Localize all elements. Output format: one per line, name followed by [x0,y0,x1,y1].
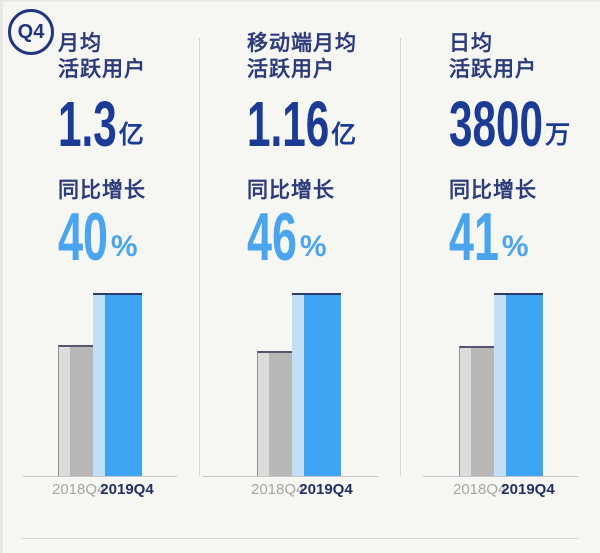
metric-title-line1: 月均 [58,32,102,55]
metric-title-line1: 日均 [449,32,493,55]
bar-chart-mobile-monthly-active-users: 2018Q4 2019Q4 [203,291,378,498]
growth-value-number: 46 [247,199,297,275]
metric-value-unit: 亿 [331,121,357,149]
axis-label-2019q4: 2019Q4 [501,481,555,498]
bar-highlight-strip [460,348,471,476]
metric-value: 1.16 亿 [247,88,357,160]
metric-value: 1.3 亿 [58,88,144,160]
metric-value: 3800 万 [449,88,571,160]
metric-title-line2: 活跃用户 [247,58,335,81]
axis-label-2019q4: 2019Q4 [100,481,154,498]
bar-2019q4 [292,293,341,476]
growth-value-number: 41 [449,199,499,275]
growth-value: 40 % [58,199,138,275]
metric-value-unit: 亿 [118,121,144,149]
metric-column-monthly-active-users: 月均 活跃用户 1.3 亿 同比增长 40 % 2018Q4 2019Q4 [0,0,199,510]
growth-label: 同比增长 [58,179,146,202]
q4-badge: Q4 [8,9,54,55]
column-divider-1 [199,38,200,476]
metric-title-line1: 移动端月均 [247,32,357,55]
bar-highlight-strip [59,347,70,476]
bottom-divider-rule [22,538,578,539]
metric-value-number: 3800 [449,88,543,160]
metric-value-number: 1.3 [58,88,117,160]
growth-percent-sign: % [299,230,327,263]
growth-label: 同比增长 [449,179,537,202]
metric-value-unit: 万 [545,121,571,149]
column-divider-2 [400,38,401,476]
bar-highlight-strip [93,295,105,476]
metric-column-daily-active-users: 日均 活跃用户 3800 万 同比增长 41 % 2018Q4 2019Q4 [400,0,600,510]
growth-value-number: 40 [58,199,108,275]
bar-chart-monthly-active-users: 2018Q4 2019Q4 [23,291,178,498]
bar-group: 2018Q4 2019Q4 [453,291,579,498]
growth-value: 46 % [247,199,327,275]
growth-label: 同比增长 [247,179,335,202]
bar-2018q4 [459,346,498,476]
bar-group: 2018Q4 2019Q4 [251,291,377,498]
growth-percent-sign: % [110,230,138,263]
axis-label-2018q4: 2018Q4 [453,481,507,498]
bar-group: 2018Q4 2019Q4 [52,291,178,498]
bar-2018q4 [58,345,97,476]
bar-highlight-strip [494,295,506,476]
bar-chart-daily-active-users: 2018Q4 2019Q4 [423,291,579,498]
metric-title-line2: 活跃用户 [449,58,537,81]
bar-2019q4 [494,293,543,476]
metric-title-line2: 活跃用户 [58,58,146,81]
bar-highlight-strip [292,295,304,476]
growth-percent-sign: % [501,230,529,263]
bar-highlight-strip [258,353,269,476]
metric-title: 月均 活跃用户 [58,31,146,83]
q4-badge-label: Q4 [17,20,45,43]
metric-title: 移动端月均 活跃用户 [247,31,357,83]
axis-label-2018q4: 2018Q4 [52,481,106,498]
bar-2019q4 [93,293,142,476]
axis-label-2018q4: 2018Q4 [251,481,305,498]
bar-2018q4 [257,351,296,476]
growth-value: 41 % [449,199,529,275]
metric-value-number: 1.16 [247,88,330,160]
axis-label-2019q4: 2019Q4 [299,481,353,498]
metric-column-mobile-monthly-active-users: 移动端月均 活跃用户 1.16 亿 同比增长 46 % 2018Q4 2019Q… [199,0,400,510]
metric-title: 日均 活跃用户 [449,31,537,83]
